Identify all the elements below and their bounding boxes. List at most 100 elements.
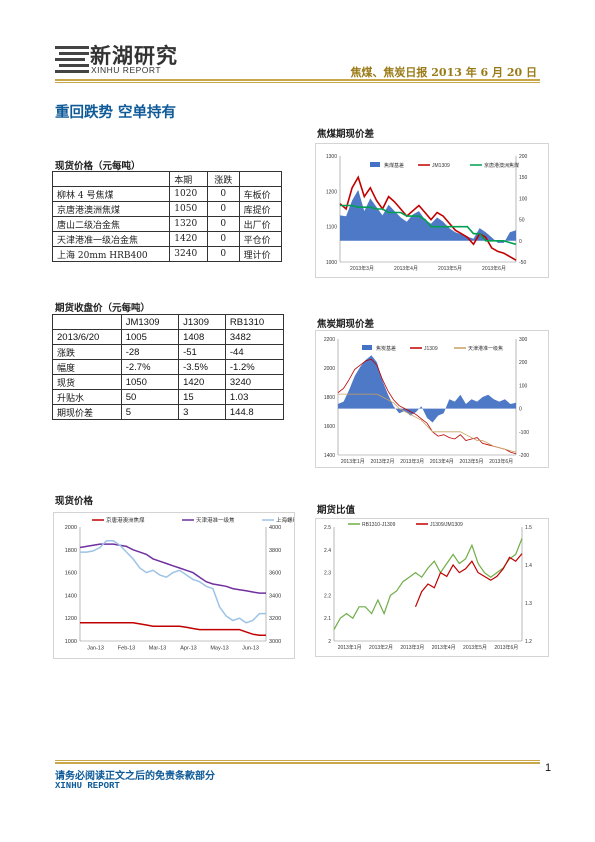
x-tick-label: 2013年5月 (460, 458, 484, 465)
y-right-tick-label: 100 (519, 196, 528, 202)
table-cell: 0 (206, 201, 240, 217)
footer-rule-thick (55, 762, 540, 764)
table-cell: -2.7% (120, 359, 180, 375)
x-tick-label: 2013年6月 (489, 458, 513, 465)
logo-subtext: XINHU REPORT (91, 65, 162, 75)
table-cell: 本期 (169, 171, 208, 187)
table-row: 上海 20mm HRB400 3240 0 理计价 (51, 246, 283, 262)
series-j_jm-line (414, 553, 523, 608)
x-tick-label: 2013年4月 (394, 265, 418, 272)
table-cell: 1005 (120, 329, 180, 345)
table-row: 京唐港澳洲焦煤 1050 0 库提价 (51, 201, 283, 217)
x-tick-label: 2013年5月 (463, 644, 487, 651)
table-cell: 天津港准一级冶金焦 (51, 231, 171, 247)
y-right-tick-label: -50 (519, 260, 526, 266)
table-cell: 平仓价 (238, 231, 283, 247)
y-left-tick-label: 1200 (65, 616, 77, 622)
legend-label: JM1309 (432, 163, 450, 169)
x-tick-label: 2013年5月 (438, 265, 462, 272)
table-cell: -44 (224, 344, 285, 360)
table-cell: 0 (206, 246, 240, 262)
table-cell: 1.03 (224, 389, 285, 405)
table-cell: 唐山二级冶金焦 (51, 216, 171, 232)
y-right-tick-label: 3200 (269, 616, 281, 622)
j-basis-chart: 1400 1600 1800 2000 2200 -200 -100 0 100 200 300 20… (315, 330, 549, 468)
x-tick-label: 2013年6月 (482, 265, 506, 272)
table-cell: 涨跌 (206, 171, 240, 187)
y-right-tick-label: 3800 (269, 548, 281, 554)
y-left-tick-label: 1600 (324, 424, 335, 430)
table-cell: 出厂价 (238, 216, 283, 232)
y-left-tick-label: 1200 (326, 189, 337, 195)
y-left-tick-label: 2200 (324, 337, 335, 343)
table-cell: 幅度 (52, 359, 122, 375)
y-right-tick-label: 50 (519, 218, 525, 224)
y-right-tick-label: 300 (519, 337, 528, 343)
table-cell: 升贴水 (52, 389, 122, 405)
table-cell: 1020 (169, 186, 208, 202)
x-tick-label: 2013年4月 (432, 644, 456, 651)
table-cell: 涨跌 (52, 344, 122, 360)
table-cell: 库提价 (238, 201, 283, 217)
y-right-tick-label: 0 (519, 239, 522, 245)
j-basis-title: 焦炭期现价差 (317, 319, 375, 330)
table-cell: -28 (120, 344, 180, 360)
y-left-tick-label: 2.1 (324, 616, 331, 622)
header-rule-thin (55, 82, 540, 83)
legend-label: 天津港准一级焦 (468, 345, 503, 352)
series-futures-line (339, 175, 517, 261)
table-cell: 1408 (178, 329, 226, 345)
table-cell: 2013/6/20 (52, 329, 122, 345)
table-cell: -51 (178, 344, 226, 360)
legend-label: 上海螺纹钢 (276, 516, 295, 524)
table-cell (52, 314, 122, 330)
logo-mark (55, 46, 89, 73)
y-right-tick-label: 200 (519, 154, 528, 160)
table-cell (238, 171, 283, 187)
x-tick-label: 2013年3月 (400, 458, 424, 465)
y-left-tick-label: 1000 (326, 260, 337, 266)
y-left-tick-label: 1100 (326, 225, 337, 231)
y-right-tick-label: 4000 (269, 525, 281, 531)
futures-table-title: 期货收盘价（元每吨） (55, 303, 151, 314)
table-cell: 上海 20mm HRB400 (51, 246, 171, 262)
x-tick-label: Feb-13 (118, 646, 135, 652)
table-cell: 5 (120, 404, 180, 420)
y-left-tick-label: 1400 (65, 593, 77, 599)
legend-swatch (370, 162, 380, 167)
x-tick-label: 2013年3月 (400, 644, 424, 651)
y-left-tick-label: 1800 (324, 395, 335, 401)
series-j_spot-line (79, 543, 266, 594)
series-basis-area (340, 189, 516, 243)
y-right-tick-label: 3000 (269, 639, 281, 645)
y-left-tick-label: 2 (328, 639, 331, 645)
table-header-row: JM1309 J1309 RB1310 (52, 314, 285, 330)
legend-label: 京唐港澳洲焦煤 (106, 516, 145, 524)
table-cell: 15 (178, 389, 226, 405)
y-right-tick-label: 100 (519, 383, 528, 389)
table-cell: 京唐港澳洲焦煤 (51, 201, 171, 217)
table-cell: 期现价差 (52, 404, 122, 420)
y-right-tick-label: 0 (519, 407, 522, 413)
jm-basis-title: 焦煤期现价差 (317, 129, 375, 140)
footer-rule (55, 760, 540, 761)
x-tick-label: May-13 (210, 646, 228, 652)
y-left-tick-label: 2000 (65, 525, 77, 531)
spot-price-chart-title: 现货价格 (55, 496, 94, 507)
x-tick-label: 2013年6月 (494, 644, 518, 651)
y-right-tick-label: 1.3 (525, 601, 532, 607)
table-cell: JM1309 (120, 314, 180, 330)
footer-brand: XINHU REPORT (55, 781, 120, 791)
y-right-tick-label: 1.5 (525, 525, 532, 531)
y-left-tick-label: 1000 (65, 639, 77, 645)
table-cell: 0 (206, 231, 240, 247)
table-cell: 1320 (169, 216, 208, 232)
table-cell: RB1310 (224, 314, 285, 330)
page-number: 1 (545, 762, 552, 774)
legend-label: 焦炭基差 (376, 345, 396, 352)
table-cell: -1.2% (224, 359, 285, 375)
x-tick-label: Jan-13 (87, 646, 104, 652)
table-cell: 现货 (52, 374, 122, 390)
disclaimer-note: 请务必阅读正文之后的免责条款部分 (55, 771, 215, 782)
x-tick-label: 2013年1月 (341, 458, 365, 465)
